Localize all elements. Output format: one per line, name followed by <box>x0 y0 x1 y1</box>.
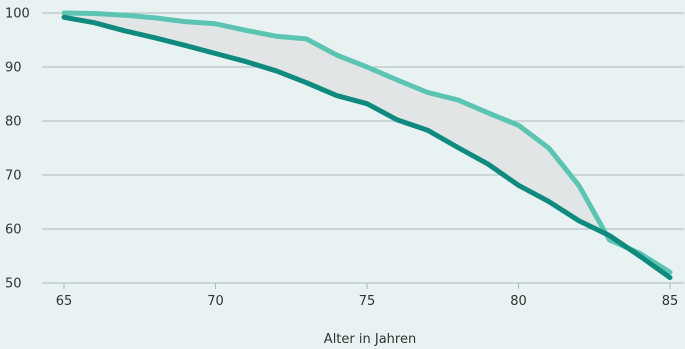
y-tick-labels: 50 60 70 80 90 100 <box>5 7 30 292</box>
series-line-1 <box>61 10 673 275</box>
tick-marks <box>63 283 671 289</box>
y-tick-label: 100 <box>5 7 30 22</box>
gridlines <box>42 12 684 284</box>
x-tick-labels: 65 70 75 80 85 <box>56 294 679 309</box>
x-tick-label: 65 <box>56 294 73 309</box>
x-axis-title: Alter in Jahren <box>324 332 416 347</box>
y-tick-label: 80 <box>5 115 22 130</box>
shaded-band <box>64 13 670 278</box>
y-tick-label: 70 <box>5 169 22 184</box>
series-line-2 <box>61 14 673 281</box>
x-tick-label: 85 <box>662 294 679 309</box>
y-tick-label: 90 <box>5 61 22 76</box>
x-tick-label: 70 <box>207 294 224 309</box>
x-tick-label: 75 <box>359 294 376 309</box>
y-tick-label: 50 <box>5 277 22 292</box>
y-tick-label: 60 <box>5 223 22 238</box>
series-lines <box>61 10 673 281</box>
x-tick-label: 80 <box>510 294 527 309</box>
